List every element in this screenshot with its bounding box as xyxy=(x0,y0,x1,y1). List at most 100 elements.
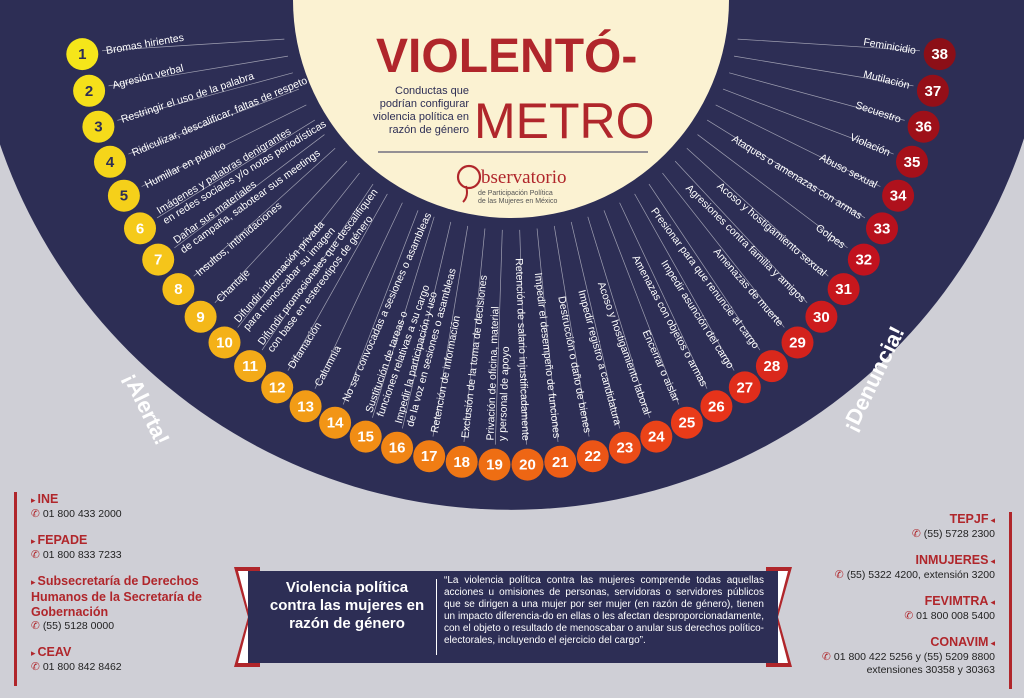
conduct-dot-20: 20 xyxy=(511,448,544,481)
conduct-dot-31: 31 xyxy=(827,273,860,306)
definition-text: “La violencia política contra las mujere… xyxy=(444,575,764,646)
conduct-dot-38: 38 xyxy=(923,38,956,71)
definition-divider xyxy=(436,579,437,655)
title-hub xyxy=(293,0,729,218)
conduct-dot-25: 25 xyxy=(670,406,703,439)
contact-name: TEPJF xyxy=(782,512,995,528)
conduct-dot-number: 13 xyxy=(297,398,314,415)
conduct-dot-number: 15 xyxy=(357,429,374,446)
observatorio-figure-icon xyxy=(462,185,468,203)
conduct-dot-4: 4 xyxy=(94,145,126,178)
svg-text:razón de género: razón de género xyxy=(389,124,469,136)
contact-ine: INE ✆01 800 433 2000 xyxy=(31,492,244,521)
conduct-dot-number: 8 xyxy=(174,281,182,298)
spoke-line xyxy=(553,225,590,437)
conduct-dot-circle xyxy=(142,243,175,276)
conduct-dot-number: 29 xyxy=(789,335,806,352)
spoke-line xyxy=(463,228,486,442)
phone-icon: ✆ xyxy=(31,549,40,561)
phone-icon: ✆ xyxy=(904,610,914,622)
spoke-line xyxy=(603,210,680,405)
conduct-dot-number: 18 xyxy=(453,454,470,471)
conduct-dot-37: 37 xyxy=(916,74,949,107)
conduct-dot-circle xyxy=(511,448,544,481)
spoke-line xyxy=(587,216,650,418)
conduct-dot-8: 8 xyxy=(162,273,195,306)
conduct-dot-circle xyxy=(445,445,478,478)
conduct-dot-number: 23 xyxy=(617,440,634,457)
definition-ribbon xyxy=(248,571,778,663)
conduct-dot-number: 37 xyxy=(925,83,942,100)
spoke-line xyxy=(686,148,829,277)
conduct-dot-circle xyxy=(381,431,414,464)
conduct-dot-2: 2 xyxy=(73,74,106,107)
spoke-line xyxy=(261,183,374,351)
conduct-dot-34: 34 xyxy=(882,179,915,212)
conduct-dot-circle xyxy=(896,145,928,178)
conduct-dot-29: 29 xyxy=(781,326,814,359)
conduct-dot-circle xyxy=(234,350,267,383)
conduct-label-text: Privación de oficina, material xyxy=(485,306,502,441)
spoke-line xyxy=(722,88,894,155)
contact-phone: ✆ (55) 5728 2300 xyxy=(911,528,995,540)
conduct-dot-circle xyxy=(805,300,838,333)
conduct-dot-circle xyxy=(94,145,126,178)
contact-inmujeres: INMUJERES ✆(55) 5322 4200, extensión 320… xyxy=(782,553,995,582)
conduct-dot-circle xyxy=(866,212,898,245)
title-metro: METRO xyxy=(474,93,655,149)
contact-phone: ✆ 01 800 422 5256 y (55) 5209 8800 extens… xyxy=(822,651,995,676)
contact-phone: ✆ 01 800 842 8462 xyxy=(31,661,122,673)
conduct-dot-24: 24 xyxy=(640,420,673,453)
conduct-dot-number: 6 xyxy=(136,220,144,237)
conduct-dot-circle xyxy=(82,110,115,143)
spoke-line xyxy=(214,160,348,304)
conduct-dot-circle xyxy=(827,273,860,306)
spoke-line xyxy=(715,104,881,187)
spoke-line xyxy=(697,134,848,249)
conduct-dot-number: 20 xyxy=(519,457,536,474)
conduct-dot-number: 24 xyxy=(648,429,665,446)
conduct-dot-circle xyxy=(576,440,609,473)
spoke-line xyxy=(432,225,469,437)
conduct-dot-circle xyxy=(847,243,880,276)
conduct-dot-number: 32 xyxy=(855,252,872,269)
phone-icon: ✆ xyxy=(911,528,921,540)
observatorio-logo: bservatorio de Participación Política de… xyxy=(456,164,566,205)
phone-icon: ✆ xyxy=(31,508,40,520)
conduct-dot-11: 11 xyxy=(234,350,267,383)
spoke-line xyxy=(237,172,360,328)
svg-text:violencia política en: violencia política en xyxy=(373,111,469,123)
conduct-dot-3: 3 xyxy=(82,110,115,143)
conduct-dot-circle xyxy=(413,440,446,473)
spoke-line xyxy=(706,119,866,219)
spoke-line xyxy=(662,172,785,328)
phone-icon: ✆ xyxy=(31,620,40,632)
conduct-dot-number: 19 xyxy=(486,457,503,474)
contact-phone: ✆ 01 800 833 7233 xyxy=(31,549,122,561)
conduct-dot-circle xyxy=(184,300,217,333)
conduct-dot-circle xyxy=(544,445,577,478)
conduct-dot-circle xyxy=(319,406,352,439)
spoke-line xyxy=(570,221,620,429)
conduct-dot-circle xyxy=(923,38,956,71)
svg-text:de las Mujeres en México: de las Mujeres en México xyxy=(478,198,557,205)
conduct-dot-circle xyxy=(478,448,511,481)
spoke-line xyxy=(634,193,735,371)
conduct-dot-number: 31 xyxy=(835,281,852,298)
spoke-line xyxy=(128,88,300,155)
conduct-dot-28: 28 xyxy=(755,350,788,383)
spoke-line xyxy=(193,148,336,277)
conduct-dot-circle xyxy=(781,326,814,359)
conduct-dot-circle xyxy=(728,371,761,404)
conduct-dot-circle xyxy=(107,179,140,212)
svg-text:Conductas que: Conductas que xyxy=(395,85,469,97)
navy-half-disc xyxy=(0,0,1024,510)
conduct-dot-circle xyxy=(916,74,949,107)
conduct-dot-14: 14 xyxy=(319,406,352,439)
conduct-dot-number: 33 xyxy=(874,220,891,237)
contact-subsecretaria: Subsecretaría de Derechos Humanos de la … xyxy=(31,574,244,633)
contact-name: INMUJERES xyxy=(782,553,995,569)
conduct-dot-number: 9 xyxy=(196,309,204,326)
